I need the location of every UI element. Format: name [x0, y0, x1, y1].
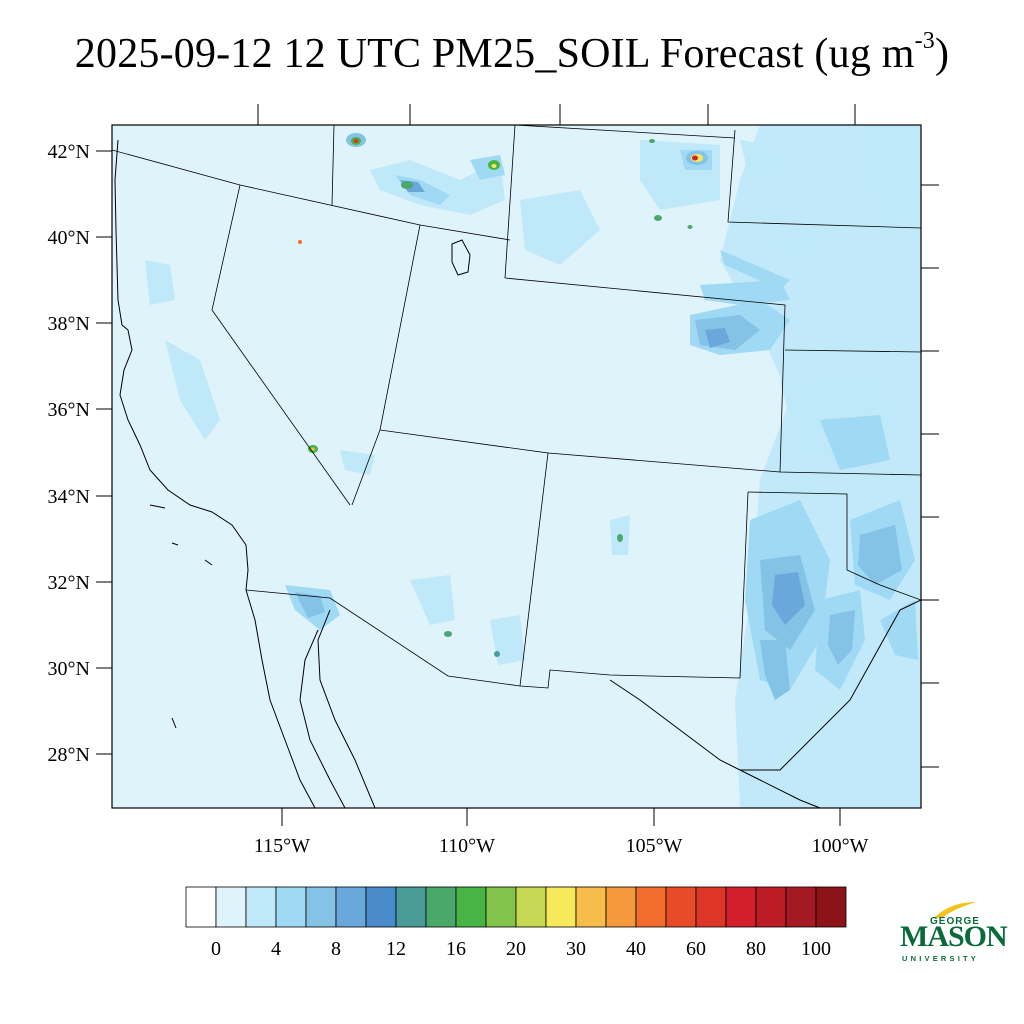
colorbar-label: 0 [211, 938, 221, 960]
lat-label: 38°N [48, 313, 90, 335]
axis-ticks [96, 104, 939, 826]
colorbar-swatch [635, 886, 667, 928]
colorbar-label: 4 [271, 938, 281, 960]
colorbar-swatch [335, 886, 367, 928]
colorbar-swatch [395, 886, 427, 928]
boundary-lines [112, 125, 921, 808]
title-exponent: -3 [914, 28, 935, 54]
colorbar [185, 886, 847, 928]
lat-label: 28°N [48, 744, 90, 766]
logo-university: UNIVERSITY [902, 954, 980, 963]
lon-label: 105°W [626, 835, 683, 857]
lat-label: 32°N [48, 572, 90, 594]
colorbar-swatch [725, 886, 757, 928]
colorbar-label: 100 [801, 938, 831, 960]
colorbar-labels: 0 4 8 12 16 20 30 40 60 80 100 [211, 938, 831, 960]
colorbar-label: 8 [331, 938, 341, 960]
colorbar-swatch [245, 886, 277, 928]
lon-label: 100°W [812, 835, 869, 857]
logo-swoosh-icon [934, 902, 976, 918]
colorbar-label: 60 [686, 938, 706, 960]
lat-label: 36°N [48, 399, 90, 421]
colorbar-label: 40 [626, 938, 646, 960]
lon-label: 110°W [439, 835, 495, 857]
colorbar-label: 30 [566, 938, 586, 960]
chart-title: 2025-09-12 12 UTC PM25_SOIL Forecast (ug… [74, 28, 950, 77]
colorbar-swatch [485, 886, 517, 928]
lat-label: 42°N [48, 141, 90, 163]
map-frame [111, 124, 922, 809]
colorbar-label: 16 [446, 938, 466, 960]
colorbar-swatch [275, 886, 307, 928]
colorbar-swatch [425, 886, 457, 928]
colorbar-label: 12 [386, 938, 406, 960]
colorbar-swatch [755, 886, 787, 928]
pm25-shading [145, 125, 921, 808]
latitude-labels: 42°N 40°N 38°N 36°N 34°N 32°N 30°N 28°N [48, 141, 90, 766]
colorbar-swatch [215, 886, 247, 928]
colorbar-swatch [515, 886, 547, 928]
colorbar-swatch [575, 886, 607, 928]
colorbar-swatch [665, 886, 697, 928]
logo-george: GEORGE [930, 916, 980, 927]
lat-label: 34°N [48, 486, 90, 508]
colorbar-swatch [545, 886, 577, 928]
colorbar-swatch [455, 886, 487, 928]
lon-label: 115°W [254, 835, 310, 857]
longitude-labels: 115°W 110°W 105°W 100°W [254, 835, 869, 857]
hotspot-markers [298, 133, 708, 657]
colorbar-label: 80 [746, 938, 766, 960]
lat-label: 40°N [48, 227, 90, 249]
colorbar-swatch [185, 886, 217, 928]
colorbar-swatch [785, 886, 817, 928]
colorbar-swatch [365, 886, 397, 928]
gmu-logo: GEORGE MASON UNIVERSITY [898, 898, 1008, 968]
colorbar-swatch [695, 886, 727, 928]
colorbar-swatch [815, 886, 847, 928]
logo-mason: MASON [900, 920, 1008, 953]
lat-label: 30°N [48, 658, 90, 680]
colorbar-swatch [605, 886, 637, 928]
colorbar-swatch [305, 886, 337, 928]
colorbar-label: 20 [506, 938, 526, 960]
